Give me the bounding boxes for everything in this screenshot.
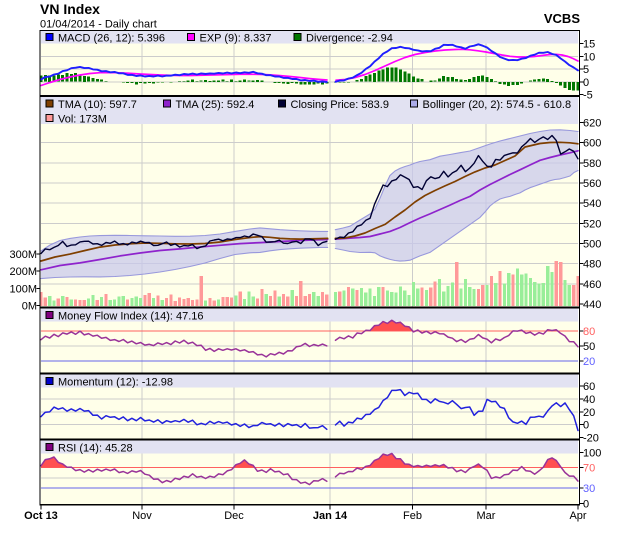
svg-text:100: 100 xyxy=(583,447,601,459)
svg-text:Vol: 173M: Vol: 173M xyxy=(58,114,107,126)
svg-text:Money Flow Index (14): 47.16: Money Flow Index (14): 47.16 xyxy=(58,311,204,323)
svg-text:Oct 13: Oct 13 xyxy=(24,510,58,522)
svg-text:0: 0 xyxy=(583,498,589,510)
svg-text:300M: 300M xyxy=(9,249,37,261)
svg-text:460: 460 xyxy=(583,279,601,291)
svg-text:5: 5 xyxy=(583,64,589,76)
svg-text:440: 440 xyxy=(583,299,601,311)
svg-text:MACD (26, 12): 5.396: MACD (26, 12): 5.396 xyxy=(58,33,165,45)
svg-text:100M: 100M xyxy=(9,283,37,295)
svg-text:Divergence: -2.94: Divergence: -2.94 xyxy=(306,33,393,45)
svg-text:Bollinger (20, 2): 574.5 - 610: Bollinger (20, 2): 574.5 - 610.8 xyxy=(423,99,572,111)
svg-text:Jan 14: Jan 14 xyxy=(313,510,348,522)
svg-text:620: 620 xyxy=(583,118,601,130)
svg-text:Momentum (12): -12.98: Momentum (12): -12.98 xyxy=(58,377,173,389)
svg-text:-20: -20 xyxy=(583,433,599,445)
svg-text:50: 50 xyxy=(583,341,595,353)
svg-text:Dec: Dec xyxy=(224,510,244,522)
svg-text:0: 0 xyxy=(583,420,589,432)
svg-text:-5: -5 xyxy=(583,90,593,102)
svg-text:70: 70 xyxy=(583,463,595,475)
svg-text:Closing Price: 583.9: Closing Price: 583.9 xyxy=(291,99,389,111)
svg-text:0: 0 xyxy=(583,77,589,89)
svg-text:560: 560 xyxy=(583,178,601,190)
svg-text:Nov: Nov xyxy=(132,510,152,522)
svg-text:30: 30 xyxy=(583,483,595,495)
svg-text:TMA (25): 592.4: TMA (25): 592.4 xyxy=(176,99,255,111)
svg-text:VCBS: VCBS xyxy=(544,11,580,26)
svg-text:TMA (10): 597.7: TMA (10): 597.7 xyxy=(58,99,137,111)
svg-text:Mar: Mar xyxy=(477,510,496,522)
svg-text:500: 500 xyxy=(583,238,601,250)
svg-text:Apr: Apr xyxy=(569,510,586,522)
svg-text:RSI (14): 45.28: RSI (14): 45.28 xyxy=(58,443,133,455)
svg-text:520: 520 xyxy=(583,218,601,230)
svg-text:200M: 200M xyxy=(9,266,37,278)
svg-text:10: 10 xyxy=(583,51,595,63)
svg-text:01/04/2014 - Daily chart: 01/04/2014 - Daily chart xyxy=(40,19,157,31)
svg-text:0M: 0M xyxy=(22,301,37,313)
svg-text:15: 15 xyxy=(583,39,595,51)
svg-text:EXP (9): 8.337: EXP (9): 8.337 xyxy=(200,33,272,45)
svg-text:600: 600 xyxy=(583,138,601,150)
svg-text:60: 60 xyxy=(583,381,595,393)
svg-text:580: 580 xyxy=(583,158,601,170)
svg-text:80: 80 xyxy=(583,326,595,338)
svg-text:VN Index: VN Index xyxy=(40,1,100,17)
svg-text:Feb: Feb xyxy=(403,510,422,522)
svg-text:480: 480 xyxy=(583,259,601,271)
svg-text:20: 20 xyxy=(583,356,595,368)
svg-text:40: 40 xyxy=(583,394,595,406)
svg-text:540: 540 xyxy=(583,198,601,210)
svg-text:20: 20 xyxy=(583,407,595,419)
